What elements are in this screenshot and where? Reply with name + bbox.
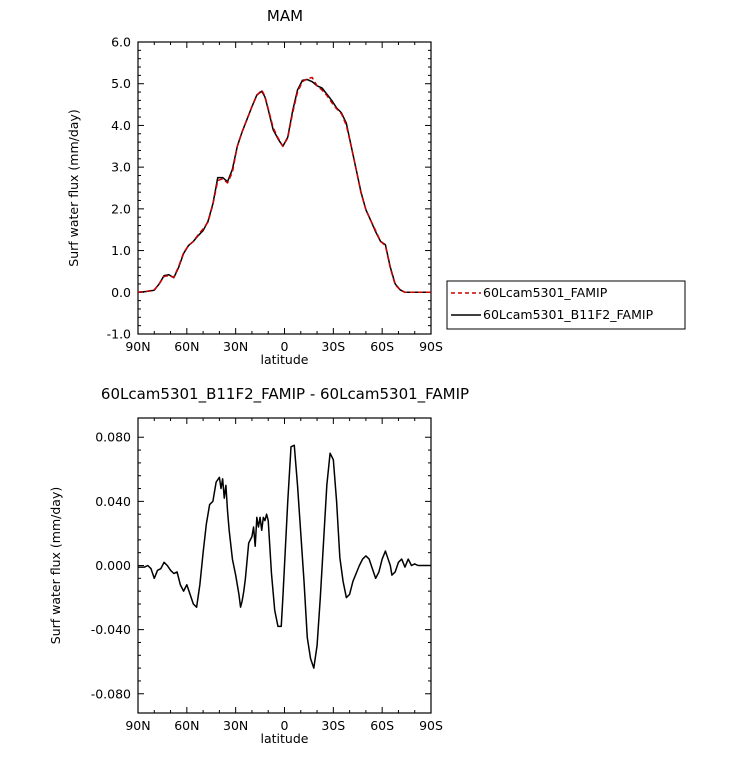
y-tick-label: 6.0 bbox=[111, 35, 131, 50]
x-tick-label: 0 bbox=[281, 339, 289, 354]
chart2-title: 60Lcam5301_B11F2_FAMIP - 60Lcam5301_FAMI… bbox=[101, 385, 469, 404]
y-axis-label: Surf water flux (mm/day) bbox=[66, 109, 81, 266]
x-axis-label: latitude bbox=[261, 731, 309, 746]
y-tick-label: 5.0 bbox=[111, 76, 131, 91]
y-tick-label: 2.0 bbox=[111, 201, 131, 216]
x-tick-label: 60S bbox=[370, 718, 394, 733]
y-tick-label: -1.0 bbox=[107, 327, 131, 342]
y-tick-label: 3.0 bbox=[111, 160, 131, 175]
series-line-1 bbox=[137, 76, 431, 294]
plot-frame bbox=[137, 41, 432, 335]
chart1-legend: 60Lcam5301_FAMIP 60Lcam5301_B11F2_FAMIP bbox=[446, 280, 686, 330]
series-line-0 bbox=[138, 444, 431, 669]
y-tick-label: 1.0 bbox=[111, 243, 131, 258]
x-tick-label: 30S bbox=[321, 339, 345, 354]
x-tick-label: 30N bbox=[223, 718, 248, 733]
series-line-0 bbox=[137, 78, 431, 294]
y-tick-label: -0.040 bbox=[91, 622, 131, 637]
chart2-plot: 90N 60N 30N 0 30S 60S 90S -0.080 -0.040 0.000 0.04… bbox=[48, 417, 443, 746]
y-axis-label: Surf water flux (mm/day) bbox=[48, 487, 63, 644]
x-tick-label: 90N bbox=[125, 339, 150, 354]
legend-box bbox=[446, 280, 686, 330]
x-tick-label: 30S bbox=[321, 718, 345, 733]
x-tick-label: 90S bbox=[419, 339, 443, 354]
chart1-plot: 90N 60N 30N 0 30S 60S 90S -1.0 0.0 1.0 2.0 3.0 4.0 5.… bbox=[66, 35, 443, 368]
x-axis-label: latitude bbox=[261, 352, 309, 367]
x-tick-label: 60S bbox=[370, 339, 394, 354]
legend-label-b11f2: 60Lcam5301_B11F2_FAMIP bbox=[483, 307, 654, 322]
x-tick-label: 90N bbox=[125, 718, 150, 733]
y-tick-label: 0.000 bbox=[95, 558, 131, 573]
x-tick-label: 60N bbox=[174, 718, 199, 733]
x-tick-label: 60N bbox=[174, 339, 199, 354]
chart1-title: MAM bbox=[267, 7, 303, 25]
y-tick-label: 0.040 bbox=[95, 494, 131, 509]
y-tick-label: 0.0 bbox=[111, 285, 131, 300]
y-tick-label: -0.080 bbox=[91, 686, 131, 701]
x-tick-label: 30N bbox=[223, 339, 248, 354]
x-tick-label: 90S bbox=[419, 718, 443, 733]
y-tick-label: 0.080 bbox=[95, 430, 131, 445]
legend-label-famip: 60Lcam5301_FAMIP bbox=[483, 285, 608, 300]
y-tick-label: 4.0 bbox=[111, 118, 131, 133]
x-tick-label: 0 bbox=[281, 718, 289, 733]
